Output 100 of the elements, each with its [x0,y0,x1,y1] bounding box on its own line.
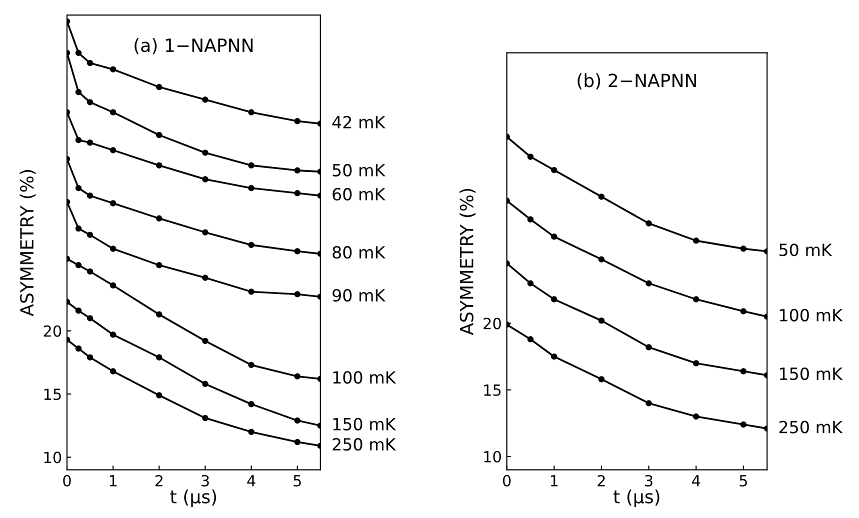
point [551,234,558,240]
y-axis-title: ASYMMETRY (%) [460,188,476,336]
series-label: 80 mK [332,246,386,259]
point [86,232,94,238]
series-label: 90 mK [332,288,386,302]
series-label: 60 mK [332,188,386,201]
x-tick-label: 1 [550,475,558,486]
point [75,262,82,268]
point [248,362,254,368]
point [86,99,94,106]
point [646,280,652,286]
point [646,344,652,350]
point [156,132,162,138]
point [551,353,558,360]
point [248,184,254,192]
point [156,392,162,398]
point [248,288,254,295]
y-tick-label: 15 [484,384,501,396]
series-label: 150 mK [333,418,396,430]
point [75,50,82,56]
x-tick-label: 0 [502,474,511,487]
point [202,150,208,156]
point [75,345,82,352]
point [598,376,605,382]
point [598,256,605,262]
series-label: 250 mK [332,438,396,451]
x-tick-label: 2 [155,474,162,486]
point [294,291,300,298]
point [692,360,700,366]
point [294,248,300,254]
point [740,368,747,374]
x-tick-label: 5 [294,475,301,487]
point [86,354,94,361]
point [202,229,208,236]
point [110,200,116,206]
point [202,338,208,344]
y-tick-label: 15 [44,388,61,400]
point [202,380,208,388]
point [527,336,534,342]
x-axis-title: t (μs) [170,489,216,507]
point [110,246,116,252]
x-axis-title: t (μs) [614,489,660,507]
x-tick-label: 3 [202,474,209,487]
point [294,167,300,174]
annotation: (a) 1−NAPNN [134,38,253,54]
point [646,400,652,406]
x-tick-label: 1 [110,475,117,486]
point [692,296,700,302]
point [248,109,254,116]
point [294,438,300,446]
series-label: 100 mK [780,308,843,322]
point [527,154,534,160]
point [294,118,300,124]
point [156,215,162,222]
point [156,354,162,361]
point [294,373,300,380]
point [75,184,82,192]
y-tick-label: 10 [484,450,501,463]
x-tick-label: 5 [740,475,747,487]
point [202,96,208,103]
point [527,280,534,286]
point [527,216,534,222]
point [740,421,747,428]
point [551,166,558,174]
point [86,139,94,146]
point [110,282,116,289]
point [598,317,605,324]
point [248,242,254,248]
point [248,401,254,408]
point [294,190,300,196]
y-tick-label: 10 [44,452,62,464]
point [202,414,208,422]
x-tick-label: 2 [598,474,605,486]
point [156,162,162,168]
point [86,268,94,275]
point [75,136,82,144]
series-label: 50 mK [779,244,832,256]
point [248,162,254,168]
point [110,109,116,116]
y-tick-label: 20 [44,325,62,337]
series-label: 42 mK [332,116,386,128]
point [156,84,162,90]
x-tick-label: 4 [692,475,700,486]
point [248,428,254,436]
x-tick-label: 3 [645,474,652,487]
point [110,368,116,374]
point [692,413,700,420]
y-axis-title: ASYMMETRY (%) [20,170,36,316]
series-label: 100 mK [333,371,396,384]
point [75,225,82,232]
point [110,147,116,154]
series-label: 250 mK [779,420,843,434]
point [740,308,747,314]
point [110,332,116,338]
point [646,220,652,226]
point [156,311,162,318]
point [598,194,605,200]
point [740,246,747,252]
point [75,308,82,314]
point [86,315,94,322]
